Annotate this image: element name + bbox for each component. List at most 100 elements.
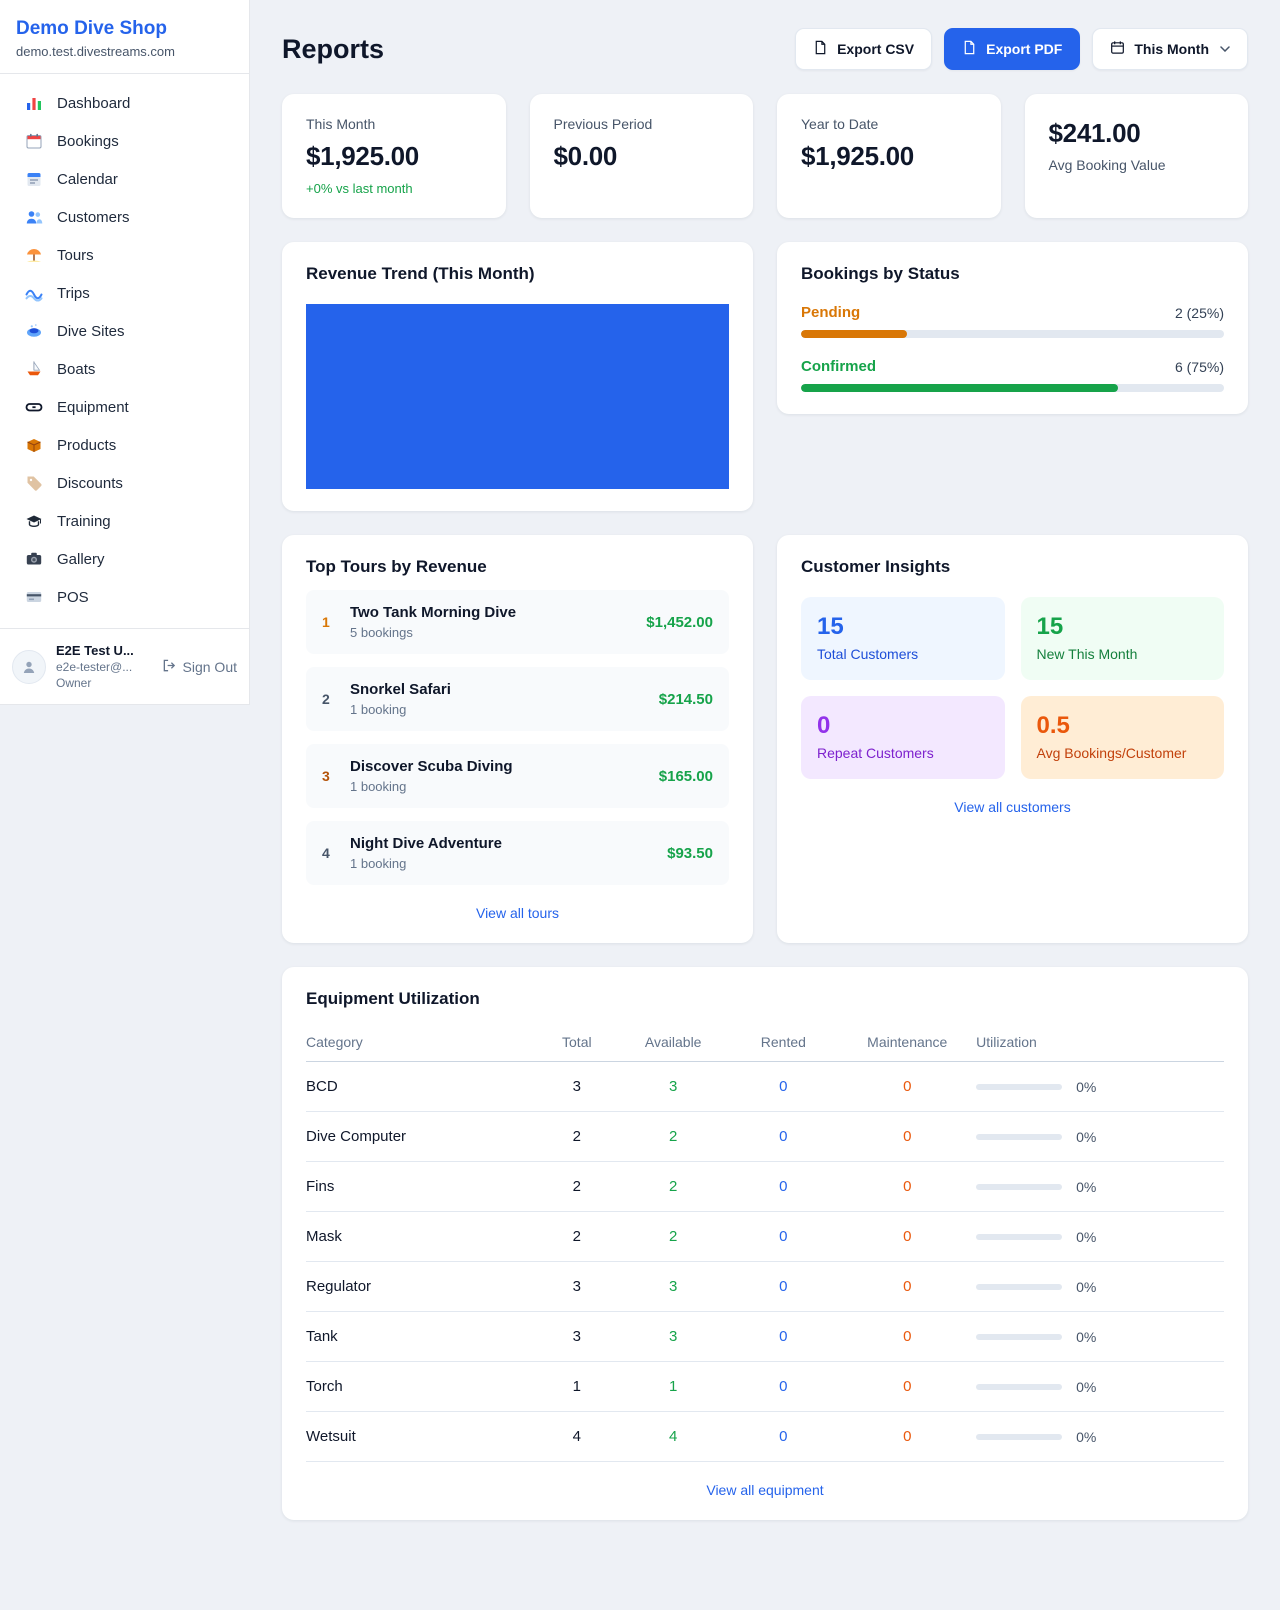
tour-name: Two Tank Morning Dive [350,604,517,621]
bookings-by-status-card: Bookings by Status Pending 2 (25%) Confi… [777,242,1248,414]
bookings-by-status-title: Bookings by Status [801,264,960,283]
rented-cell: 0 [728,1111,839,1162]
tour-amount: $165.00 [658,767,713,785]
status-row-confirmed: Confirmed 6 (75%) [801,358,1224,392]
status-head: Confirmed 6 (75%) [801,358,1224,375]
sidebar-item-customers[interactable]: Customers [0,198,249,236]
insight-tile-repeat-customers: 0 Repeat Customers [801,696,1005,779]
tour-bookings: 5 bookings [350,625,413,640]
top-tours-card: Top Tours by Revenue 1 Two Tank Morning … [282,535,753,943]
user-section: E2E Test U... e2e-tester@... Owner Sign … [0,628,249,704]
sidebar-item-products[interactable]: Products [0,426,249,464]
equipment-utilization-title: Equipment Utilization [306,989,480,1008]
package-box-icon [24,436,44,454]
sidebar-item-label: Tours [57,246,94,264]
table-row: Dive Computer 2 2 0 0 0% [306,1111,1224,1162]
revenue-chart [306,304,729,489]
stats-row: This Month $1,925.00 +0% vs last month P… [282,94,1248,218]
export-csv-button[interactable]: Export CSV [795,28,933,70]
sidebar-item-dashboard[interactable]: Dashboard [0,84,249,122]
rented-cell: 0 [728,1261,839,1312]
utilization-track [976,1383,1063,1390]
maintenance-cell: 0 [838,1111,977,1162]
wave-icon [24,284,44,302]
stat-card-year-to-date: Year to Date $1,925.00 [777,94,1001,218]
user-meta: E2E Test U... e2e-tester@... Owner [56,643,152,690]
sidebar-item-label: Dashboard [57,94,131,112]
tour-info: Night Dive Adventure 1 booking [350,835,667,871]
available-cell: 1 [618,1361,729,1412]
header-actions: Export CSV Export PDF This Month [795,28,1248,70]
status-value: 2 (25%) [1174,304,1224,321]
tile-label: Repeat Customers [817,745,934,761]
customer-insights-card: Customer Insights 15 Total Customers 15 … [777,535,1248,943]
camera-icon [24,550,44,568]
rented-cell: 0 [728,1211,839,1262]
utilization-track [976,1333,1063,1340]
sidebar-item-gallery[interactable]: Gallery [0,540,249,578]
table-row: Regulator 3 3 0 0 0% [306,1261,1224,1312]
utilization-cell: 0% [976,1111,1224,1162]
view-all-customers-link[interactable]: View all customers [954,799,1071,815]
column-header-utilization: Utilization [976,1023,1224,1062]
revenue-trend-title: Revenue Trend (This Month) [306,264,535,283]
sidebar-item-tours[interactable]: Tours [0,236,249,274]
stat-label: This Month [306,116,376,132]
utilization-percent: 0% [1076,1278,1097,1295]
sidebar-item-calendar[interactable]: Calendar [0,160,249,198]
utilization-track [976,1183,1063,1190]
tour-list-item: 2 Snorkel Safari 1 booking $214.50 [306,667,729,731]
status-label: Pending [801,304,861,321]
export-pdf-button[interactable]: Export PDF [944,28,1081,70]
tile-value: 0.5 [1036,712,1070,739]
category-cell: Fins [306,1161,536,1212]
sidebar-item-label: Training [57,512,111,530]
rented-cell: 0 [728,1161,839,1212]
tour-amount: $1,452.00 [646,613,713,631]
sidebar-item-trips[interactable]: Trips [0,274,249,312]
table-row: Fins 2 2 0 0 0% [306,1161,1224,1212]
avatar [12,649,46,684]
sidebar-item-boats[interactable]: Boats [0,350,249,388]
graduation-cap-icon [24,512,44,530]
column-header-rented: Rented [728,1023,839,1062]
sign-out-button[interactable]: Sign Out [162,658,237,676]
stat-label: Previous Period [553,116,653,132]
sidebar-item-training[interactable]: Training [0,502,249,540]
page-header: Reports Export CSV Export PDF This Month [282,28,1248,70]
sidebar-item-label: Bookings [57,132,119,150]
user-role: Owner [56,676,92,690]
status-head: Pending 2 (25%) [801,304,1224,321]
utilization-cell: 0% [976,1061,1224,1112]
view-all-equipment-link[interactable]: View all equipment [706,1482,824,1498]
utilization-percent: 0% [1076,1228,1097,1245]
utilization-cell: 0% [976,1411,1224,1462]
sidebar-item-label: Calendar [57,170,118,188]
stat-value: $241.00 [1048,118,1141,148]
equipment-utilization-card: Equipment Utilization Category Total Ava… [282,967,1248,1520]
tour-list-item: 4 Night Dive Adventure 1 booking $93.50 [306,821,729,885]
maintenance-cell: 0 [838,1311,977,1362]
available-cell: 2 [618,1161,729,1212]
sidebar-item-pos[interactable]: POS [0,578,249,616]
sidebar-item-bookings[interactable]: Bookings [0,122,249,160]
page-title: Reports [282,33,385,64]
table-header-row: Category Total Available Rented Maintena… [306,1023,1224,1062]
tour-name: Snorkel Safari [350,681,451,698]
sidebar-item-discounts[interactable]: Discounts [0,464,249,502]
maintenance-cell: 0 [838,1411,977,1462]
maintenance-cell: 0 [838,1061,977,1112]
sidebar-item-label: Boats [57,360,96,378]
stat-label: Avg Booking Value [1048,157,1166,173]
charts-row: Revenue Trend (This Month) Bookings by S… [282,242,1248,511]
tour-list-item: 1 Two Tank Morning Dive 5 bookings $1,45… [306,590,729,654]
document-icon [813,40,828,58]
period-dropdown[interactable]: This Month [1092,28,1248,70]
sidebar-item-dive-sites[interactable]: Dive Sites [0,312,249,350]
sidebar-item-equipment[interactable]: Equipment [0,388,249,426]
category-cell: Regulator [306,1261,536,1312]
view-all-tours-link[interactable]: View all tours [475,905,559,921]
top-tours-title: Top Tours by Revenue [306,557,487,576]
customer-insights-title: Customer Insights [801,557,951,576]
